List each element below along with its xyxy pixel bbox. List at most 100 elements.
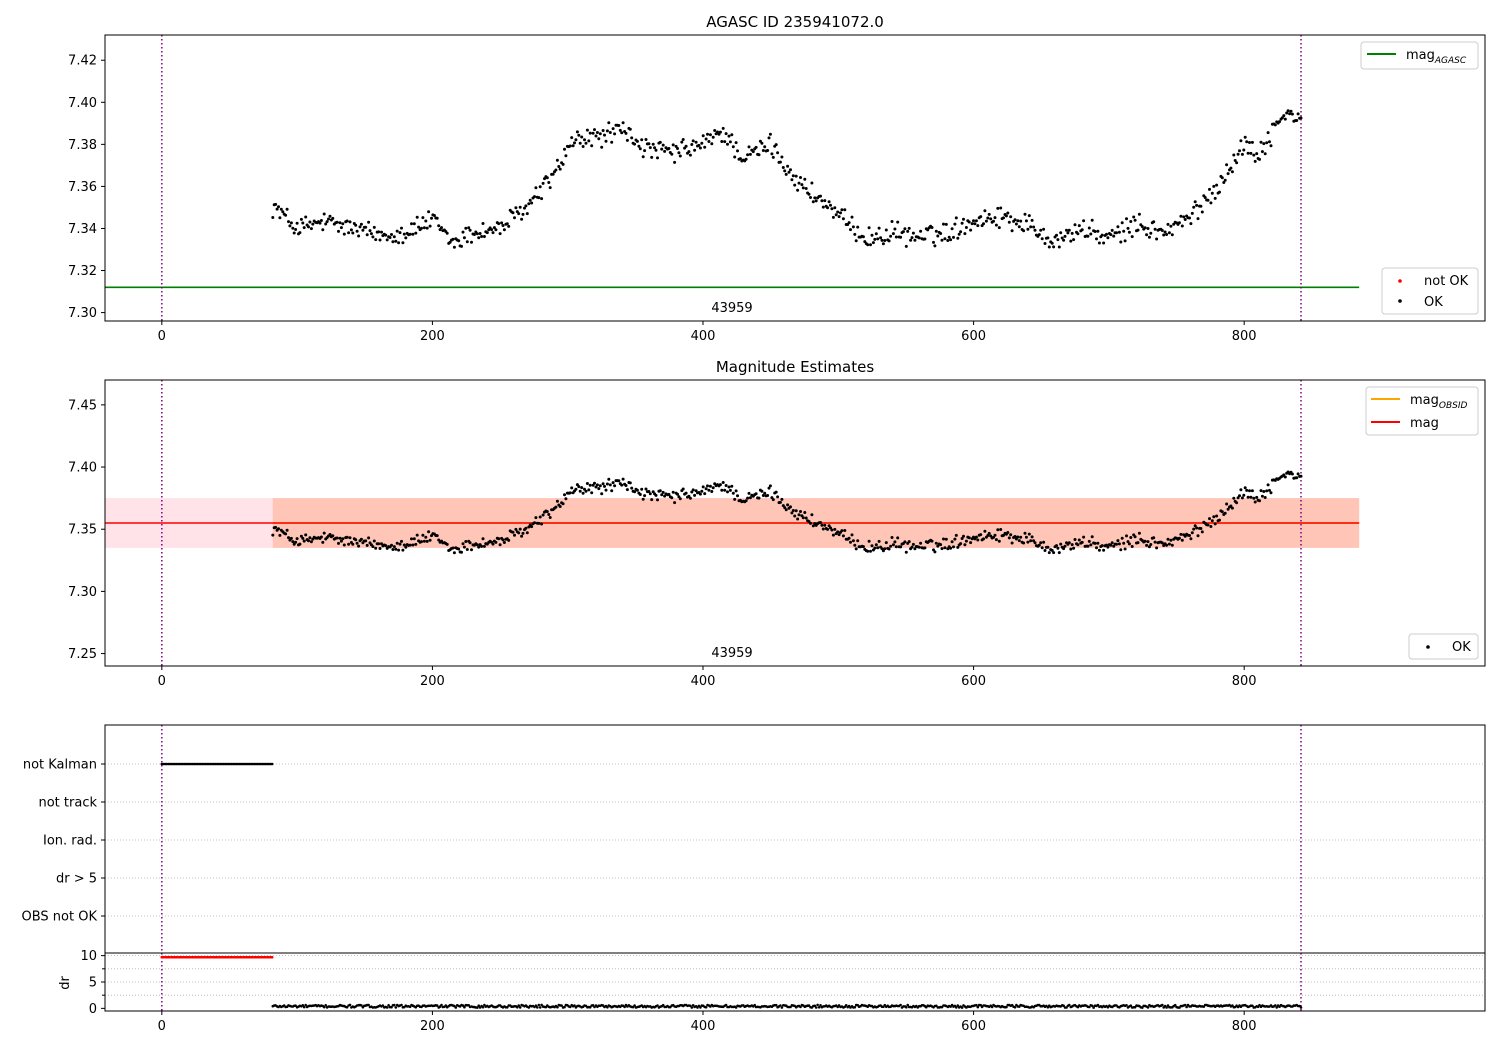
magnitude-ok-point [997,539,1001,543]
magnitude-ok-point [1252,496,1256,500]
magnitude-ok-point [890,536,894,539]
magnitude-ok-point [1295,476,1299,480]
magnitude-ok-point [371,545,375,549]
magnitude-ok-point [451,546,455,550]
magnitude-ok-point [847,536,851,540]
agasc-ok-point [1163,230,1167,234]
magnitude-ok-point [996,528,1000,532]
magnitude-ok-point [601,482,605,486]
magnitude-ok-point [475,543,479,547]
magnitude-ok-point [558,505,562,508]
agasc-ok-point [716,130,719,134]
agasc-ok-point [1169,224,1173,228]
magnitude-ok-point [390,543,393,547]
agasc-ok-point [1242,148,1246,152]
agasc-ok-point [1223,178,1227,182]
magnitude-ok-point [923,546,927,550]
agasc-ok-point [1030,218,1034,222]
agasc-ok-point [278,216,282,220]
agasc-ok-point [836,210,840,214]
magnitude-ok-point [1024,535,1028,539]
magnitude-ok-point [341,537,345,541]
agasc-ok-point [605,129,609,133]
dr-ok-point [454,1006,458,1009]
magnitude-ok-point [395,541,399,545]
agasc-ok-point [505,222,509,226]
magnitude-ok-point [1102,548,1106,552]
agasc-ok-point [1199,204,1203,208]
magnitude-ok-point [962,534,965,538]
magnitude-ok-point [480,544,484,548]
magnitude-ok-point [511,530,515,534]
magnitude-ok-point [891,543,895,547]
agasc-ok-point [1102,241,1106,245]
dr-ok-point [1090,1004,1094,1008]
agasc-ok-point [1235,161,1239,165]
magnitude-ok-point [718,483,722,487]
magnitude-ok-point [497,537,501,541]
agasc-ok-point [412,222,416,226]
agasc-ok-point [708,133,712,137]
agasc-ok-point [1016,219,1020,223]
magnitude-ok-point [1262,490,1266,493]
agasc-ok-point [643,149,647,153]
magnitude-ok-point [555,499,559,503]
magnitude-ok-point [331,534,335,538]
magnitude-ok-point [963,543,967,547]
agasc-ok-point [377,230,381,234]
agasc-ok-point [291,226,295,230]
agasc-lines [105,35,1360,321]
magnitude-ok-point [648,492,652,496]
agasc-ok-point [408,232,412,236]
magnitude-ok-point [452,551,456,555]
agasc-ok-point [294,228,298,231]
agasc-ok-point [1283,117,1287,121]
agasc-ok-point [1145,233,1149,237]
dr-ticks: 0 200 400 600 800 0 5 10 [80,949,1485,1034]
magnitude-ok-point [701,485,705,489]
agasc-ok-point [620,131,624,135]
agasc-ok-point [1109,233,1113,237]
magnitude-ok-point [401,548,405,552]
agasc-ok-point [1165,233,1169,236]
magnitude-ok-point [1023,531,1027,535]
flags-points [160,762,274,766]
agasc-ok-point [784,172,788,176]
agasc-ok-point [601,129,605,132]
magnitude-ok-point [796,517,800,521]
magnitude-axes-frame [104,379,1486,667]
agasc-ok-point [678,154,682,158]
magnitude-ok-point [1212,515,1216,519]
magnitude-ok-point [959,542,963,546]
magnitude-ok-point [1087,539,1091,543]
magnitude-ok-point [1213,522,1217,526]
agasc-ok-point [1023,212,1027,216]
agasc-ok-point [481,222,485,225]
magnitude-ok-point [757,496,761,500]
agasc-ok-point [789,168,792,172]
agasc-ok-point [1014,222,1018,226]
dr-ok-point [724,1003,728,1007]
magnitude-ok-point [1052,551,1056,555]
agasc-ok-point [658,140,662,144]
agasc-ok-point [997,226,1001,230]
magnitude-ok-point [628,481,632,485]
magnitude-ok-point [694,489,698,493]
agasc-ok-point [574,138,578,142]
agasc-ok-point [932,240,935,244]
agasc-ok-point [1070,231,1074,235]
agasc-ok-point [279,207,283,211]
agasc-ok-point [402,232,406,236]
magnitude-ok-point [911,542,915,546]
agasc-ok-point [598,132,602,136]
agasc-ok-point [950,227,954,231]
magnitude-ok-point [597,487,601,491]
agasc-ok-point [813,196,817,200]
magnitude-ok-point [811,524,815,528]
agasc-ok-point [617,124,621,127]
magnitude-ok-point [833,527,837,531]
magnitude-ok-point [1010,541,1014,545]
magnitude-title: Magnitude Estimates [716,358,874,376]
agasc-ok-point [771,155,775,159]
